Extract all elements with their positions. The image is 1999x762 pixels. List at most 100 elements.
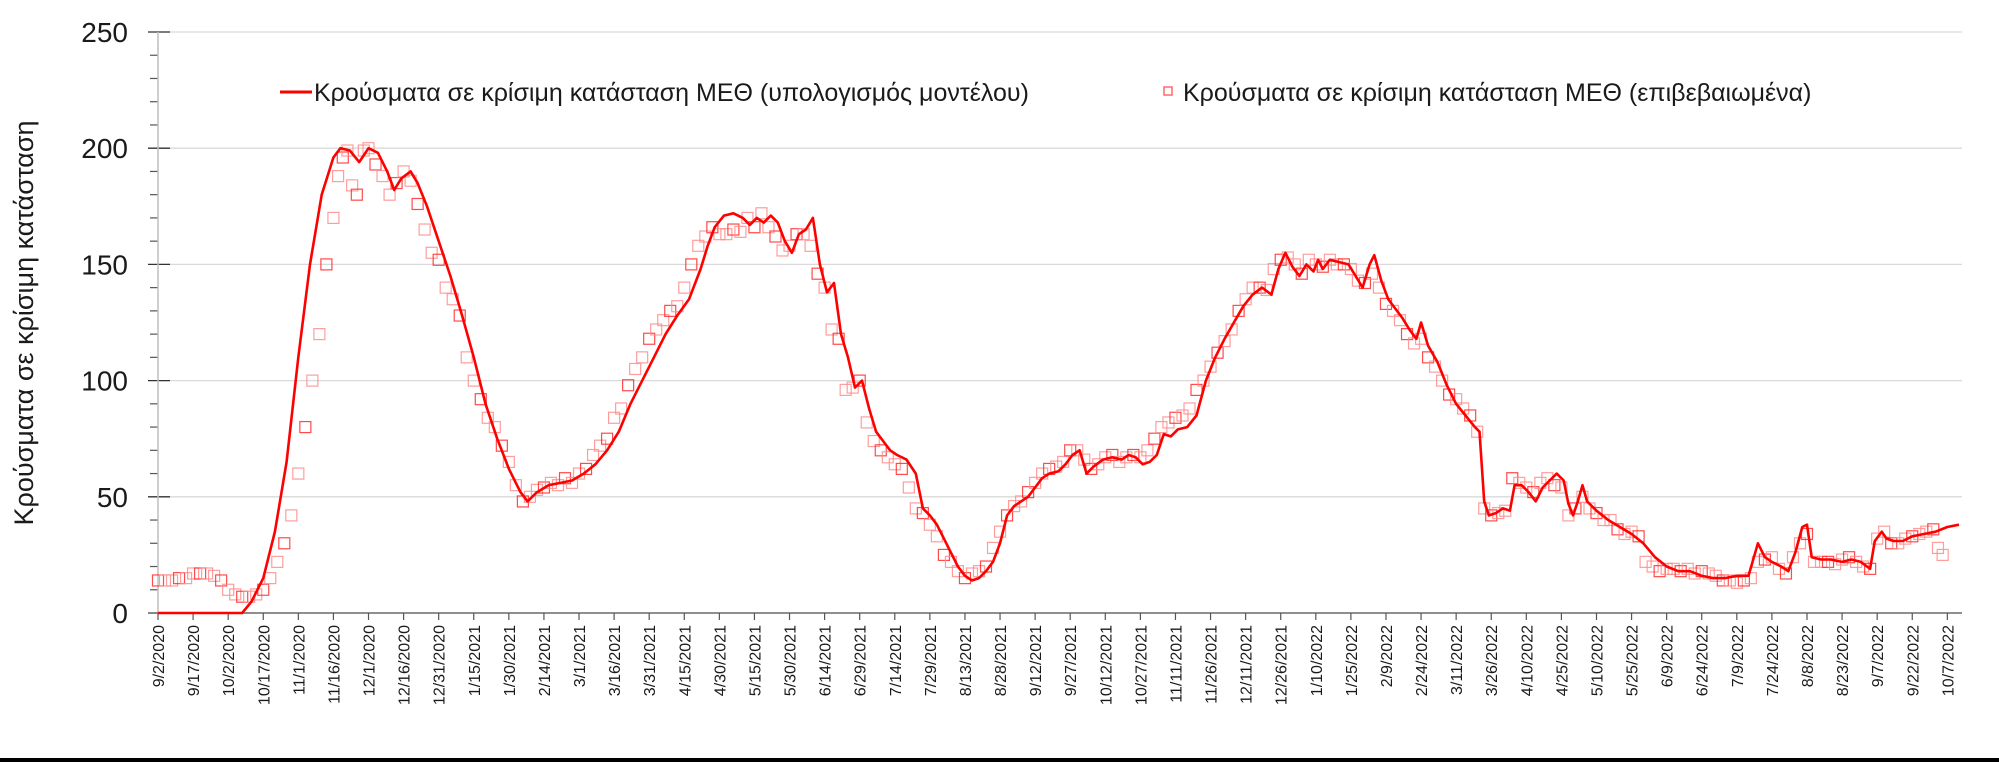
observed-marker [1842, 551, 1856, 564]
observed-marker [860, 416, 873, 429]
x-tick-label: 11/26/2021 [1204, 625, 1221, 704]
observed-marker [1211, 346, 1224, 359]
observed-marker [685, 258, 698, 271]
x-tick-label: 4/10/2022 [1519, 625, 1536, 696]
observed-marker [1744, 572, 1757, 585]
observed-marker [383, 188, 396, 201]
observed-marker [1190, 383, 1203, 396]
observed-marker [727, 223, 740, 236]
observed-marker [1814, 555, 1828, 568]
observed-marker [1702, 567, 1715, 580]
observed-marker [874, 444, 887, 457]
observed-marker [1716, 574, 1729, 587]
x-tick-label: 7/9/2022 [1730, 625, 1747, 687]
x-tick-label: 9/17/2020 [186, 625, 203, 696]
x-tick-label: 10/27/2021 [1133, 625, 1150, 705]
observed-marker [622, 379, 635, 392]
observed-marker [1169, 411, 1182, 424]
x-tick-label: 8/13/2021 [958, 625, 975, 696]
legend-observed-label: Κρούσματα σε κρίσιμη κατάσταση ΜΕΘ (επιβ… [1183, 79, 1811, 107]
observed-marker [734, 225, 747, 238]
observed-marker [165, 574, 179, 587]
observed-marker [425, 246, 438, 259]
observed-marker [1141, 444, 1154, 457]
x-tick-label: 1/30/2021 [502, 625, 519, 696]
x-tick-label: 3/16/2021 [607, 625, 624, 696]
observed-marker [636, 351, 649, 364]
x-tick-label: 5/10/2022 [1589, 625, 1606, 696]
x-tick-label: 3/11/2022 [1449, 625, 1466, 695]
observed-marker [832, 332, 845, 345]
x-tick-label: 9/22/2022 [1905, 625, 1922, 696]
observed-marker [1323, 253, 1336, 266]
observed-marker [151, 574, 165, 587]
x-tick-label: 5/25/2022 [1625, 625, 1642, 696]
observed-marker [350, 188, 363, 201]
observed-marker [278, 537, 291, 550]
observed-marker [1520, 481, 1533, 494]
x-tick-label: 10/12/2021 [1098, 625, 1115, 705]
observed-series-markers [151, 142, 1949, 603]
x-tick-label: 12/31/2020 [432, 625, 449, 705]
x-axis: 9/2/2020 9/17/2020 10/2/2020 10/17/2020 11/1… [148, 612, 1962, 705]
observed-marker [201, 567, 214, 580]
observed-marker [888, 458, 901, 471]
observed-marker [1007, 499, 1021, 513]
observed-marker [769, 230, 782, 243]
model-line-path [158, 146, 1960, 615]
observed-marker [776, 244, 789, 257]
observed-marker [1646, 560, 1659, 573]
y-axis-title: Κρούσματα σε κρίσιμη κατάσταση [9, 120, 39, 525]
observed-marker [1106, 448, 1119, 462]
observed-marker [1576, 490, 1589, 503]
y-axis: 0 50 100 150 200 250 [81, 17, 170, 629]
observed-marker [332, 169, 345, 183]
observed-marker [439, 281, 452, 294]
observed-marker [657, 314, 670, 327]
observed-marker [1730, 576, 1743, 589]
observed-marker [1014, 495, 1028, 508]
y-tick-label: 200 [81, 133, 128, 164]
x-tick-label: 2/14/2021 [537, 625, 554, 696]
y-tick-label: 50 [97, 482, 128, 513]
observed-marker [1871, 532, 1884, 545]
x-tick-label: 12/26/2021 [1274, 625, 1291, 705]
observed-marker [537, 481, 551, 494]
x-tick-label: 12/11/2021 [1239, 625, 1256, 704]
x-tick-label: 10/17/2020 [256, 625, 273, 705]
x-tick-label: 11/16/2020 [326, 625, 343, 704]
observed-marker [1113, 455, 1126, 469]
x-tick-label: 2/9/2022 [1379, 625, 1396, 687]
x-tick-label: 8/23/2022 [1835, 625, 1852, 696]
observed-marker [1555, 481, 1568, 494]
observed-marker [1807, 555, 1821, 568]
x-tick-label: 5/30/2021 [783, 625, 800, 696]
observed-marker [1828, 558, 1842, 571]
observed-marker [615, 402, 628, 415]
observed-marker [804, 239, 817, 252]
observed-marker [1176, 409, 1189, 422]
y-tick-label: 0 [112, 598, 128, 629]
observed-marker [1821, 555, 1835, 568]
observed-marker [1885, 537, 1898, 550]
observed-marker [1218, 334, 1231, 348]
x-tick-label: 1/15/2021 [467, 625, 484, 696]
observed-marker [1064, 444, 1077, 457]
observed-marker [895, 462, 908, 476]
observed-marker [586, 448, 600, 462]
observed-marker [1604, 513, 1617, 527]
observed-marker [643, 332, 656, 345]
x-tick-label: 6/9/2022 [1660, 625, 1677, 687]
observed-marker [1183, 402, 1196, 415]
gridlines [158, 31, 1962, 498]
observed-marker [236, 590, 249, 603]
observed-marker [1667, 562, 1680, 575]
observed-marker [692, 239, 705, 252]
x-tick-label: 1/25/2022 [1344, 625, 1361, 696]
observed-marker [1513, 476, 1526, 489]
x-tick-label: 10/7/2022 [1940, 625, 1957, 696]
observed-marker [1931, 541, 1945, 555]
observed-marker [1681, 562, 1694, 575]
observed-marker [600, 432, 614, 445]
observed-marker [1548, 479, 1561, 492]
